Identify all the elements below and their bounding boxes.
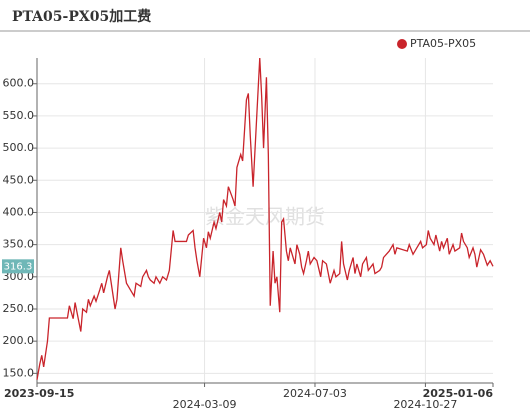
last-value-label: 316.3 <box>4 261 33 272</box>
x-tick-label: 2024-03-09 <box>173 398 237 411</box>
series-line <box>36 57 494 380</box>
last-value-tag <box>2 259 34 274</box>
x-tick-label: 2024-07-03 <box>283 387 347 400</box>
y-tick-label: 400.0 <box>3 205 35 218</box>
y-tick-label: 250.0 <box>3 302 35 315</box>
y-tick-label: 500.0 <box>3 141 35 154</box>
chart-title: PTA05-PX05加工费 <box>12 8 151 25</box>
x-tick-label: 2023-09-15 <box>4 387 74 400</box>
x-tick-label: 2025-01-06 <box>423 387 494 400</box>
y-tick-label: 200.0 <box>3 334 35 347</box>
y-tick-label: 600.0 <box>3 77 35 90</box>
watermark: 紫金天风期货 <box>205 205 325 229</box>
x-tick-label: 2024-10-27 <box>393 398 457 411</box>
y-tick-label: 350.0 <box>3 238 35 251</box>
y-tick-label: 450.0 <box>3 173 35 186</box>
legend-marker <box>397 39 407 49</box>
y-tick-label: 150.0 <box>3 366 35 379</box>
y-tick-label: 550.0 <box>3 109 35 122</box>
legend-label: PTA05-PX05 <box>410 37 476 50</box>
